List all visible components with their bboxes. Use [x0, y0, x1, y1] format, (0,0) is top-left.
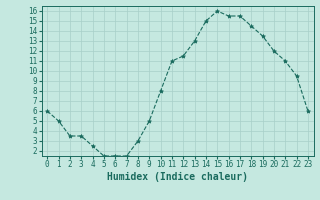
- X-axis label: Humidex (Indice chaleur): Humidex (Indice chaleur): [107, 172, 248, 182]
